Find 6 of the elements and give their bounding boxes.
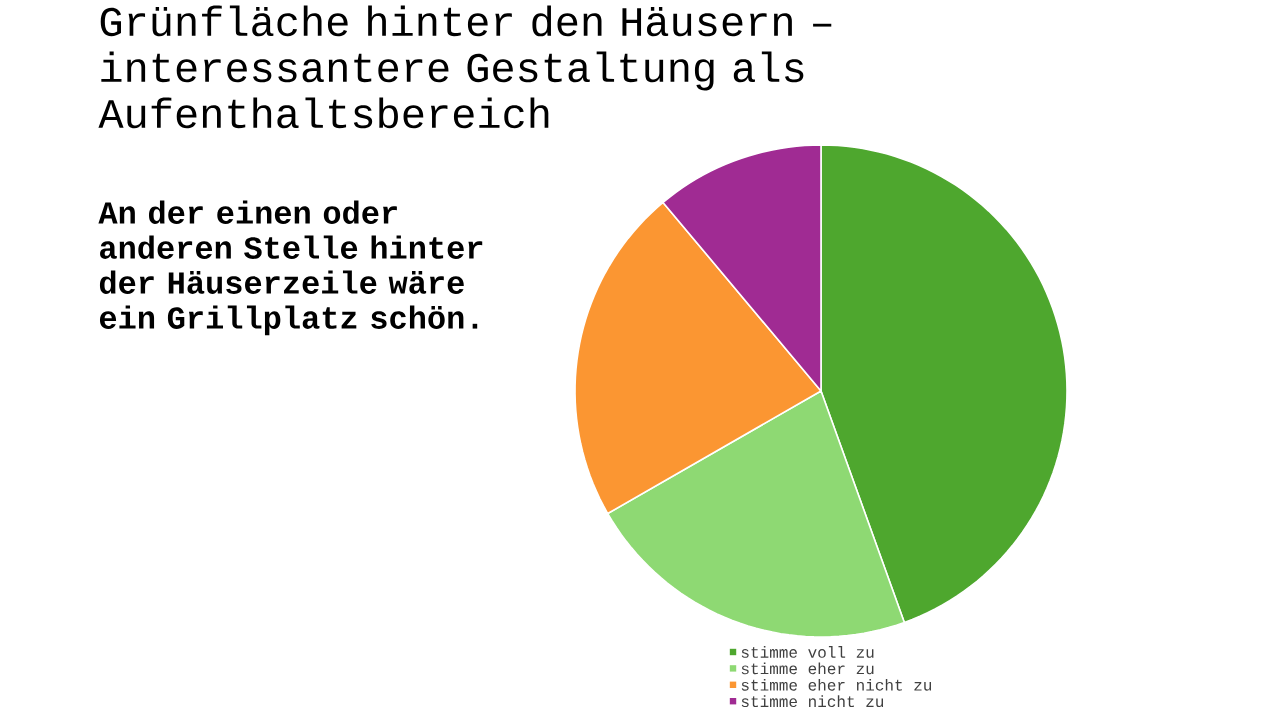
- legend-label: stimme eher nicht zu: [741, 678, 932, 691]
- text: An der einen oder anderen Stelle hinter der Häuserzeile wäre ein Grillplatz schön.: [98, 200, 483, 336]
- legend-label: stimme eher zu: [741, 662, 874, 675]
- legend-label: stimme voll zu: [741, 646, 874, 658]
- legend-label: stimme nicht zu: [741, 695, 884, 708]
- chart-title: Grünfläche hinter den Häusern – interessantere Gestaltung als Aufenthaltsbereich: [98, 5, 832, 129]
